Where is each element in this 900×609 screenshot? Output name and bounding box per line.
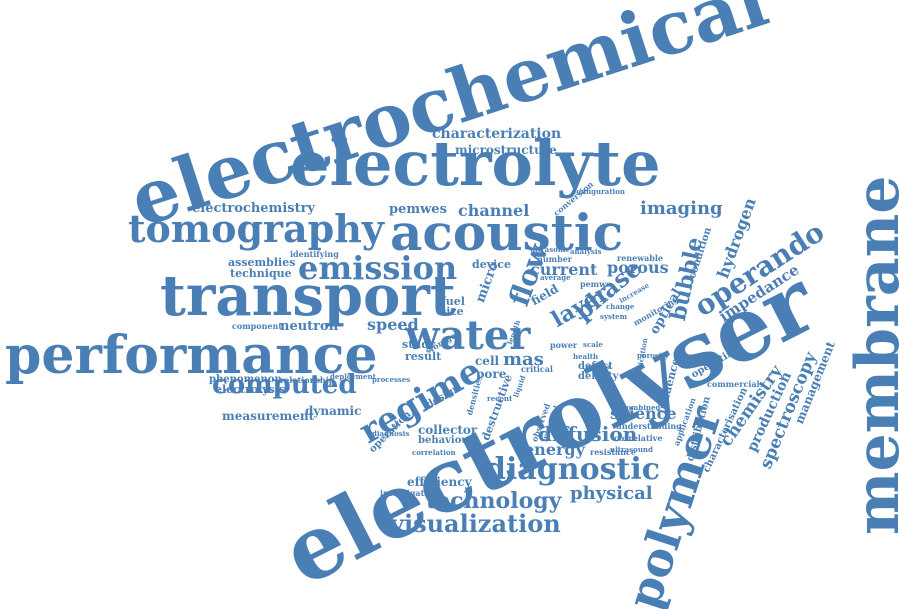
word-recent: recent [487,394,513,403]
word-configuration: configuration [572,187,625,196]
word-component: component [232,321,283,331]
word-pemwe: pemwe [580,279,612,289]
word-imaging: imaging [640,198,723,219]
word-resistance: resistance [590,447,637,457]
word-fuel: fuel [441,295,465,308]
word-pemwes: pemwes [389,202,447,217]
word-transport: transport [160,263,456,329]
word-renewable: renewable [617,253,664,263]
word-relationship: relationship [280,375,335,385]
word-pore: pore [476,367,507,381]
word-health: health [573,352,599,361]
word-density: density [578,371,619,382]
word-porosity: porosity [637,351,669,360]
word-measurement: measurement [222,409,315,423]
word-combined: combined [622,403,661,412]
word-tomography: tomography [128,206,384,251]
word-computed: computed [212,370,357,400]
word-method: method [586,364,612,371]
word-defect: defect [578,361,613,372]
word-critical: critical [521,364,553,374]
word-understanding: understanding [616,421,682,431]
word-phenomenon-visible: phenomenon [209,374,282,385]
word-assemblies: assemblies [228,256,296,269]
word-device: device [472,258,511,271]
word-deployment: deployment [330,372,376,381]
word-ultrasound: ultrasound [610,445,653,454]
word-visualization: visualization [390,509,561,538]
word-commercial: commercial [707,379,760,389]
word-current: current [530,260,598,279]
word-characterization: characterization [432,126,562,142]
word-analysis: analysis [570,247,602,256]
word-cell: cell [475,354,500,368]
word-change: change [606,302,635,311]
word-investigation: investigation [380,488,439,498]
word-power: power [550,340,578,350]
word-electrochemistry: electrochemistry [192,201,315,216]
word-scale: scale [583,340,603,349]
word-processes: processes [372,375,411,384]
word-result: result [405,350,442,363]
word-porous: porous [607,258,669,277]
word-performance: performance [5,325,378,386]
word-technology: technology [426,488,562,514]
word-collector: collector [418,423,478,437]
word-science: science [610,404,677,423]
word-water: water [405,312,531,359]
word-dynamic: dynamic [305,404,362,418]
word-physical: physical [570,483,653,504]
word-study: study [402,338,436,351]
word-acoustic: acoustic [390,203,624,262]
word-diagnostic: diagnostic [485,452,661,487]
word-correlation: correlation [412,448,456,457]
word-microstructure: microstructure [455,143,557,157]
word-electrolyte: electrolyte [290,127,661,200]
word-diagnosis: diagnosis [372,429,410,438]
word-membrane: membrane [843,175,900,535]
word-average: average [540,273,571,282]
word-technique: technique [230,267,292,280]
word-neutron: neutron [280,319,339,334]
word-speed: speed [367,315,419,334]
word-diffusion: diffusion [538,422,638,446]
word-electrolysis: electrolysis [215,383,286,396]
word-ultrasonic: ultrasonic [530,245,570,254]
word-behaviour: behaviour [418,435,474,446]
word-correlative: correlative [614,433,663,443]
word-energy: energy [524,440,585,459]
word-efficiency: efficiency [407,475,472,489]
word-number: number [537,254,572,264]
word-emission: emission [298,249,458,287]
word-system: system [600,312,628,321]
word-size: size [440,305,464,318]
word-identifying: identifying [290,249,339,259]
word-channel: channel [458,201,530,220]
word-mas: mas [503,349,544,370]
